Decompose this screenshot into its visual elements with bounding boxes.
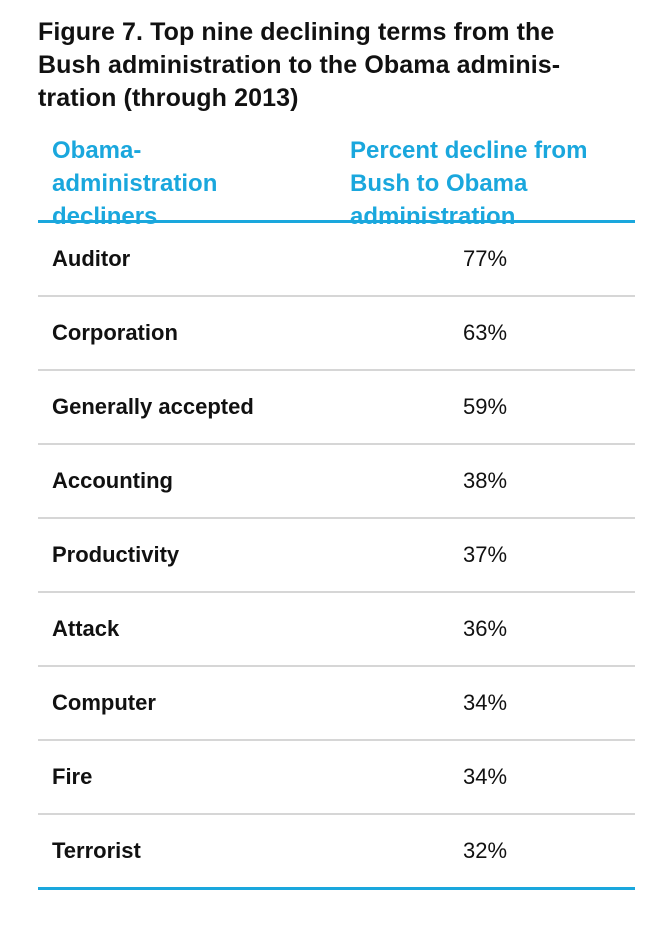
table-row: Terrorist 32% bbox=[38, 815, 635, 890]
table-row: Productivity 37% bbox=[38, 519, 635, 593]
percent-cell: 32% bbox=[462, 838, 508, 863]
term-cell: Productivity bbox=[52, 542, 180, 567]
column-header-percent: Percent decline from Bush to Obama admin… bbox=[350, 134, 635, 233]
column-header-line: Bush to Obama bbox=[350, 170, 528, 197]
term-cell: Computer bbox=[52, 690, 156, 715]
percent-cell: 38% bbox=[462, 468, 508, 493]
column-header-line: Percent decline from bbox=[350, 137, 588, 164]
percent-cell: 63% bbox=[462, 320, 508, 345]
column-header-line: decliners bbox=[52, 203, 158, 230]
figure: Figure 7. Top nine declining terms from … bbox=[38, 16, 635, 890]
table-row: Corporation 63% bbox=[38, 297, 635, 371]
term-cell: Fire bbox=[52, 764, 93, 789]
term-cell: Corporation bbox=[52, 320, 178, 345]
column-header-line: Obama- bbox=[52, 137, 142, 164]
percent-cell: 37% bbox=[462, 542, 508, 567]
table-row: Generally accepted 59% bbox=[38, 371, 635, 445]
figure-title-line: Figure 7. Top nine declining terms from … bbox=[38, 18, 555, 46]
column-header-line: administration bbox=[52, 170, 218, 197]
table-header: Obama- administration decliners Percent … bbox=[38, 134, 635, 230]
term-cell: Accounting bbox=[52, 468, 173, 493]
percent-cell: 34% bbox=[462, 690, 508, 715]
figure-title: Figure 7. Top nine declining terms from … bbox=[38, 16, 635, 115]
term-cell: Generally accepted bbox=[52, 394, 254, 419]
figure-title-line: Bush administration to the Obama adminis… bbox=[38, 51, 561, 79]
percent-cell: 36% bbox=[462, 616, 508, 641]
term-cell: Terrorist bbox=[52, 838, 141, 863]
figure-title-line: tration (through 2013) bbox=[38, 84, 299, 112]
percent-cell: 77% bbox=[462, 246, 508, 271]
table-row: Computer 34% bbox=[38, 667, 635, 741]
percent-cell: 59% bbox=[462, 394, 508, 419]
column-header-term: Obama- administration decliners bbox=[52, 134, 342, 233]
term-cell: Auditor bbox=[52, 246, 131, 271]
percent-cell: 34% bbox=[462, 764, 508, 789]
table-row: Fire 34% bbox=[38, 741, 635, 815]
table-row: Auditor 77% bbox=[38, 223, 635, 297]
table-row: Attack 36% bbox=[38, 593, 635, 667]
column-header-line: administration bbox=[350, 203, 516, 230]
term-cell: Attack bbox=[52, 616, 120, 641]
table-body: Auditor 77% Corporation 63% Generally accept… bbox=[38, 223, 635, 890]
table-row: Accounting 38% bbox=[38, 445, 635, 519]
